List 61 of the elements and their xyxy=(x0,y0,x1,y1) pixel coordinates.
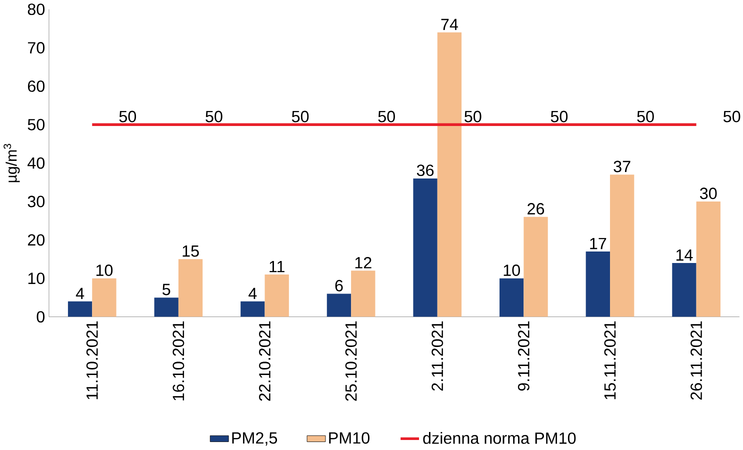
bar xyxy=(672,263,696,317)
data-label: 4 xyxy=(248,288,257,300)
y-tick-label: 60 xyxy=(28,80,45,92)
x-tick-label: 22.10.2021 xyxy=(259,322,270,401)
x-tick-label: 16.10.2021 xyxy=(172,322,184,401)
legend-label: PM2,5 xyxy=(232,432,278,446)
bar xyxy=(696,202,720,317)
x-tick-label: 2.11.2021 xyxy=(432,322,444,391)
data-label: 50 xyxy=(119,110,136,122)
y-tick-label: 10 xyxy=(28,272,45,284)
data-label: 36 xyxy=(416,164,434,176)
data-label: 5 xyxy=(162,284,170,296)
bar xyxy=(92,278,116,317)
bar xyxy=(154,298,178,317)
data-label: 26 xyxy=(528,203,544,215)
data-label: 4 xyxy=(76,288,84,300)
data-label: 30 xyxy=(700,188,717,200)
data-label: 6 xyxy=(335,280,343,292)
bar xyxy=(178,259,203,317)
x-tick-label: 15.11.2021 xyxy=(604,322,616,400)
bar xyxy=(68,302,92,317)
bar xyxy=(610,174,634,317)
legend-label: dzienna norma PM10 xyxy=(423,432,576,444)
data-label: 37 xyxy=(614,160,630,172)
x-tick-label: 11.10.2021 xyxy=(86,322,98,400)
y-tick-label: 70 xyxy=(28,42,45,54)
data-label: 15 xyxy=(182,246,199,257)
bar xyxy=(240,302,265,317)
bar xyxy=(586,252,610,317)
bar xyxy=(413,178,438,317)
y-tick-label: 0 xyxy=(36,311,45,323)
x-tick-label: 26.11.2021 xyxy=(690,322,702,400)
data-label: 10 xyxy=(504,264,520,276)
y-axis-title: µg/m$^{3}$ xyxy=(4,144,20,182)
bar xyxy=(326,294,352,317)
bar xyxy=(524,217,548,317)
bar xyxy=(500,278,524,317)
data-label: 50 xyxy=(206,110,222,122)
data-label: 74 xyxy=(441,19,458,30)
data-label: 50 xyxy=(637,110,654,122)
bar xyxy=(264,274,289,317)
bar xyxy=(437,32,462,317)
y-tick-label: 80 xyxy=(28,4,45,16)
x-tick-label: 25.10.2021 xyxy=(345,322,357,401)
data-label: 12 xyxy=(355,257,372,268)
data-label: 14 xyxy=(676,250,693,261)
data-label: 10 xyxy=(96,264,113,276)
data-label: 50 xyxy=(292,110,309,122)
y-tick-label: 20 xyxy=(28,234,45,246)
data-label: 11 xyxy=(270,261,284,272)
data-label: 17 xyxy=(590,238,606,250)
data-label: 50 xyxy=(378,110,395,122)
bar xyxy=(351,270,376,317)
data-label: 50 xyxy=(723,110,740,122)
y-tick-label: 30 xyxy=(28,196,45,208)
legend-label: PM10 xyxy=(329,432,370,444)
x-tick-label: 9.11.2021 xyxy=(518,322,530,391)
y-tick-label: 50 xyxy=(28,119,45,131)
data-label: 50 xyxy=(464,110,482,122)
data-label: 50 xyxy=(550,110,568,122)
y-tick-label: 40 xyxy=(28,157,45,169)
